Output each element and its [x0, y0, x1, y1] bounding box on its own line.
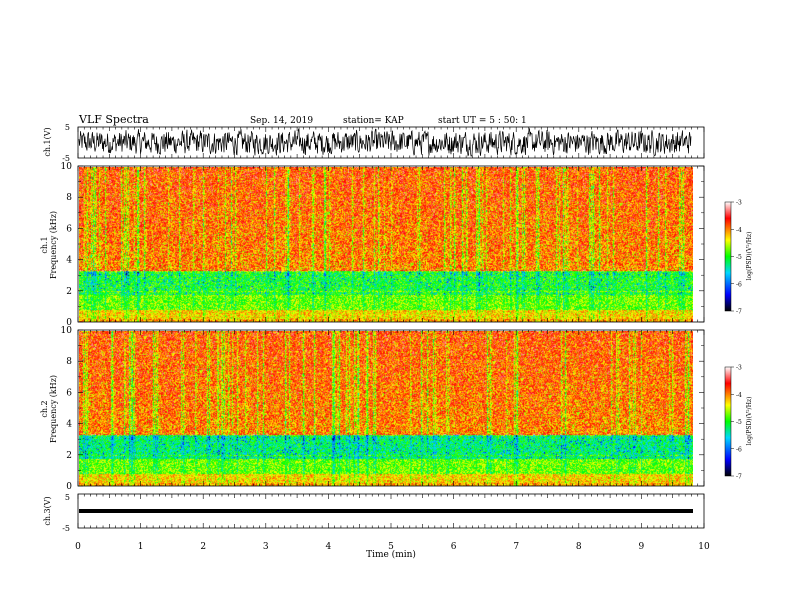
time-tick-label: 1 [138, 542, 144, 552]
ch1-waveform-panel: 5 -5 ch.1(V) [43, 123, 705, 163]
ch3-waveform-ytick-bottom: -5 [62, 524, 70, 533]
frequency-tick-label: 10 [61, 326, 73, 336]
x-axis-label: Time (min) [366, 549, 416, 560]
time-tick-label: 10 [698, 542, 710, 552]
colorbar-tick-label: -3 [736, 365, 742, 372]
colorbar-tick-label: -7 [736, 309, 742, 316]
ch1-colorbar [724, 201, 732, 312]
ch2-colorbar [724, 366, 732, 477]
frequency-tick-label: 2 [66, 451, 72, 461]
ch2-spectrogram-image [79, 331, 693, 486]
colorbar-tick-label: -3 [736, 200, 742, 207]
colorbar-tick-label: -5 [736, 254, 742, 261]
ch1-waveform-ytick-top: 5 [65, 123, 70, 132]
time-axis-ticks [77, 127, 705, 528]
colorbar-tick-label: -6 [736, 446, 742, 453]
time-tick-label: 9 [639, 542, 645, 552]
ch1-spectrogram-image [79, 167, 693, 322]
colorbar-tick-label: -4 [736, 227, 742, 234]
ch3-waveform-ytick-top: 5 [65, 493, 70, 502]
frequency-tick-label: 4 [66, 420, 72, 430]
frequency-tick-label: 10 [61, 162, 73, 172]
colorbar-tick-label: -7 [736, 474, 742, 481]
ch2-spectrogram-ylabel-frequency: Frequency (kHz) [49, 375, 58, 443]
ch2-spectrogram-ylabel-channel: ch.2 [40, 400, 49, 417]
time-tick-label: 2 [200, 542, 206, 552]
ch1-spectrogram-ylabel-frequency: Frequency (kHz) [49, 211, 58, 279]
time-tick-label: 7 [513, 542, 519, 552]
ch1-waveform-ylabel: ch.1(V) [43, 127, 52, 156]
date-label: Sep. 14, 2019 [250, 116, 313, 126]
colorbar-tick-label: -5 [736, 419, 742, 426]
ch1-spectrogram-ylabel-channel: ch.1 [40, 236, 49, 253]
ch1-waveform-trace [78, 127, 692, 157]
frequency-tick-label: 0 [66, 482, 72, 492]
station-label: station= KAP [343, 116, 404, 126]
frequency-tick-label: 6 [66, 388, 72, 398]
frequency-tick-label: 0 [66, 318, 72, 328]
start-time-label: start UT = 5 : 50: 1 [438, 116, 527, 126]
figure-title: VLF Spectra [78, 113, 149, 126]
time-tick-label: 0 [75, 542, 81, 552]
ch3-waveform-ylabel: ch.3(V) [43, 496, 52, 525]
frequency-tick-label: 4 [66, 256, 72, 266]
frequency-tick-label: 8 [66, 357, 72, 367]
colorbar-tick-label: -4 [736, 392, 742, 399]
time-tick-label: 3 [263, 542, 269, 552]
ch1-waveform-ytick-bottom: -5 [62, 154, 70, 163]
time-tick-label: 4 [326, 542, 332, 552]
colorbar-tick-label: -6 [736, 281, 742, 288]
ch1-colorbar-label: log(PSD)(V²/Hz) [746, 232, 753, 281]
time-tick-label: 5 [388, 542, 394, 552]
ch3-waveform-trace [79, 509, 693, 513]
time-axis-tick-labels: 0 1 2 3 4 5 6 7 8 9 10 [75, 542, 710, 552]
frequency-tick-label: 8 [66, 193, 72, 203]
time-tick-label: 8 [576, 542, 582, 552]
time-tick-label: 6 [451, 542, 457, 552]
frequency-tick-label: 6 [66, 224, 72, 234]
ch2-colorbar-label: log(PSD)(V²/Hz) [746, 397, 753, 446]
frequency-tick-label: 2 [66, 287, 72, 297]
